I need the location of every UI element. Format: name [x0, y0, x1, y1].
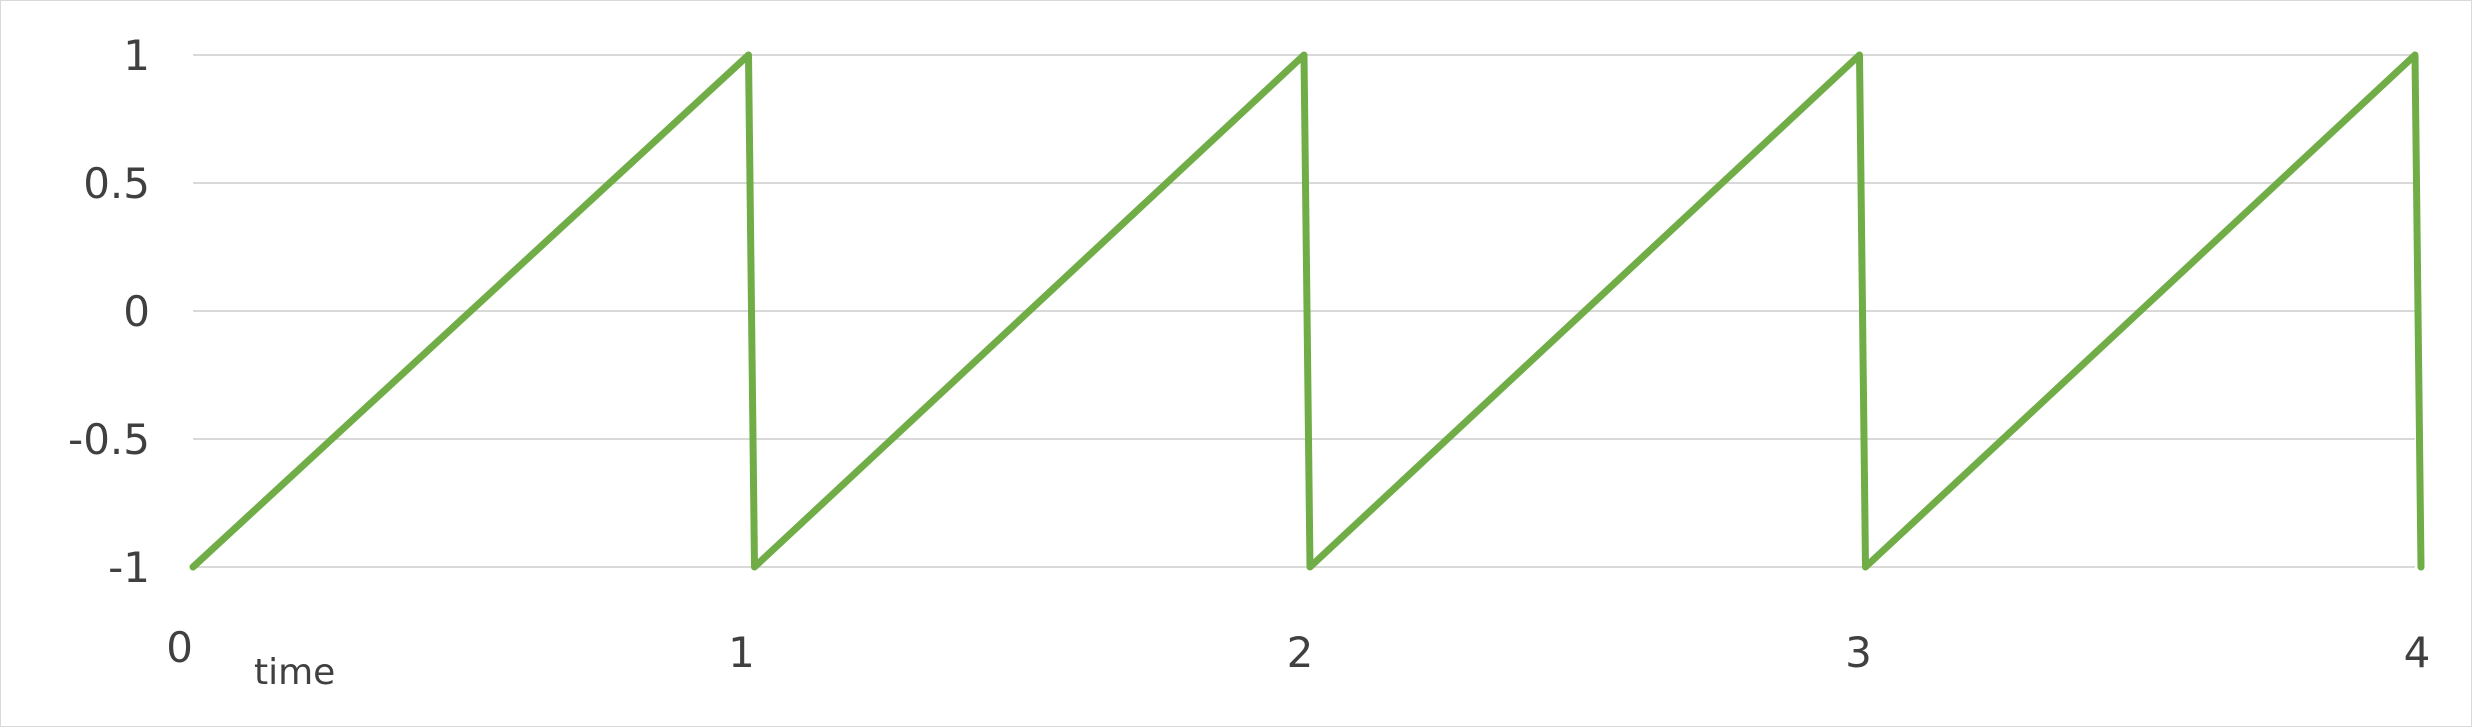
x-tick-label: 2 — [1287, 628, 1314, 677]
y-tick-label: 1 — [123, 31, 150, 80]
y-tick-label: -1 — [108, 543, 150, 592]
y-tick-labels: -1 -0.5 0 0.5 1 — [68, 31, 150, 592]
y-tick-label: 0 — [123, 287, 150, 336]
x-tick-label: 3 — [1845, 628, 1872, 677]
y-tick-label: -0.5 — [68, 415, 150, 464]
series-layer — [189, 51, 2425, 571]
y-tick-label: 0.5 — [83, 159, 150, 208]
series-line-0 — [189, 51, 2425, 571]
x-tick-label: 4 — [2404, 628, 2431, 677]
x-tick-label: 0 — [166, 623, 193, 672]
x-tick-labels: 0 1 2 3 4 — [166, 623, 2430, 677]
x-tick-label: 1 — [728, 628, 755, 677]
x-axis-label: time — [254, 652, 335, 693]
